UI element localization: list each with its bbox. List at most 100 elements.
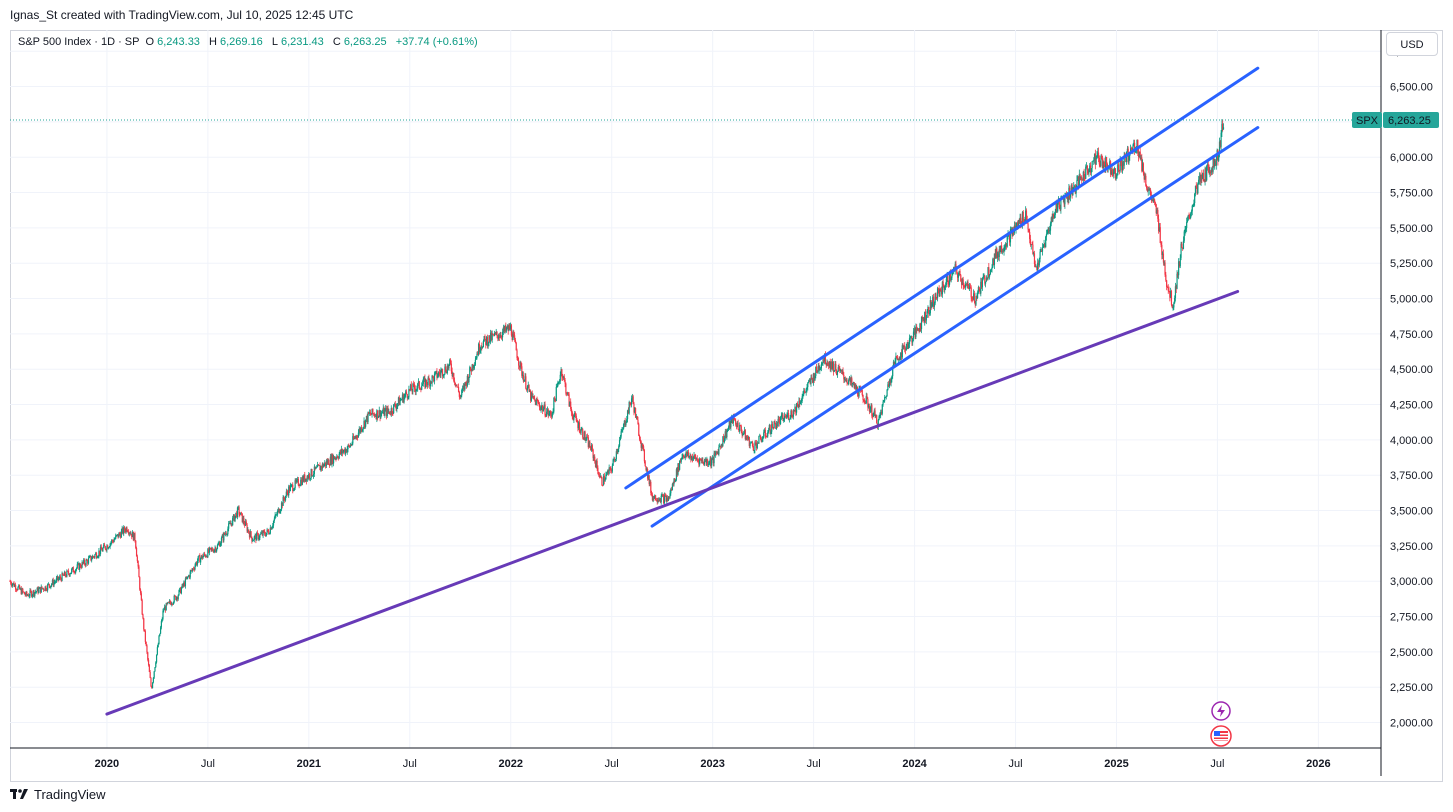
candle-body <box>355 435 357 438</box>
candle-body <box>161 618 163 622</box>
candle-body <box>562 377 564 378</box>
candle-body <box>628 401 630 414</box>
candle-body <box>884 397 887 398</box>
chart-frame[interactable] <box>10 30 1443 782</box>
currency-selector[interactable]: USD <box>1386 32 1438 56</box>
candle-body <box>1198 179 1200 184</box>
candle-body <box>1005 243 1007 247</box>
candle-body <box>923 318 925 322</box>
candle-body <box>524 376 526 380</box>
candle-body <box>707 459 709 465</box>
candle-body <box>501 336 503 338</box>
candle-body <box>667 496 670 501</box>
candle-body <box>254 534 256 537</box>
candle-body <box>214 547 216 550</box>
candle-body <box>1096 155 1098 157</box>
lightning-icon[interactable] <box>1211 701 1231 721</box>
candle-body <box>275 514 277 516</box>
trendline-channel-lower[interactable] <box>650 126 1260 528</box>
candle-body <box>1050 217 1052 224</box>
candle-body <box>81 562 83 568</box>
candle-body <box>529 391 531 392</box>
candle-body <box>709 458 711 464</box>
candle-body <box>304 474 306 482</box>
candle-body <box>52 579 54 586</box>
candle-body <box>997 253 1000 258</box>
candle-body <box>1025 210 1028 221</box>
candle-body <box>405 391 407 395</box>
candle-body <box>939 289 941 296</box>
symbol-name[interactable]: S&P 500 Index · 1D · SP <box>18 36 140 48</box>
candle-body <box>34 592 36 596</box>
candle-body <box>968 287 971 290</box>
candle-body <box>906 343 908 347</box>
candle-body <box>1158 227 1161 232</box>
us-flag-icon[interactable] <box>1210 725 1232 747</box>
candle-body <box>995 248 997 259</box>
candle-body <box>718 447 720 455</box>
candle-body <box>150 677 152 687</box>
candle-body <box>203 553 205 557</box>
candle-body <box>735 420 737 425</box>
candle-body <box>127 531 130 534</box>
candle-body <box>681 456 683 459</box>
candle-body <box>162 610 164 619</box>
candle-body <box>18 585 20 587</box>
candle-body <box>1154 199 1156 203</box>
candle-body <box>771 424 773 432</box>
candle-body <box>276 514 278 516</box>
candle-body <box>479 350 481 352</box>
time-tick-label: 2025 <box>1104 758 1128 770</box>
candle-body <box>684 454 686 459</box>
candle-body <box>95 553 97 555</box>
candle-body <box>707 464 710 465</box>
candle-body <box>72 567 74 573</box>
candle-body <box>487 343 489 347</box>
candle-body <box>546 411 548 416</box>
candle-body <box>19 585 21 590</box>
candle-body <box>172 603 174 605</box>
candle-body <box>928 307 930 314</box>
candle-body <box>251 536 253 542</box>
candle-body <box>980 281 982 294</box>
candle-body <box>872 412 875 417</box>
candle-body <box>147 652 149 660</box>
time-tick-label: Jul <box>403 758 417 770</box>
candle-body <box>870 405 872 410</box>
candle-body <box>638 424 640 436</box>
candle-body <box>840 369 842 371</box>
candle-body <box>904 345 906 349</box>
price-axis[interactable]: 6,750.006,500.006,250.006,000.005,750.00… <box>1390 46 1433 729</box>
candle-body <box>780 415 782 418</box>
candle-body <box>602 475 605 486</box>
trendline-channel-upper[interactable] <box>624 66 1260 490</box>
candle-body <box>641 444 643 448</box>
candle-body <box>781 414 783 416</box>
candle-body <box>1205 168 1207 181</box>
top-bar: Ignas_St created with TradingView.com, J… <box>0 0 1453 30</box>
candle-body <box>779 419 781 425</box>
candle-body <box>788 418 790 420</box>
candle-body <box>751 441 754 446</box>
candle-body <box>685 451 687 455</box>
footer-brand[interactable]: TradingView <box>10 787 106 802</box>
candle-body <box>717 451 719 455</box>
candle-body <box>1109 161 1112 175</box>
candle-body <box>184 582 186 587</box>
candle-body <box>715 452 717 455</box>
trendline-support[interactable] <box>105 289 1240 716</box>
time-axis[interactable]: 2020 Jul 2021 Jul 2022 Jul 2023 Jul 2024 Jul 2025 J… <box>95 758 1331 770</box>
candle-body <box>1114 168 1116 179</box>
symbol-legend[interactable]: S&P 500 Index · 1D · SP O 6,243.33 H 6,269… <box>18 36 481 48</box>
candle-body <box>770 431 772 434</box>
candle-body <box>496 331 498 336</box>
trendlines[interactable] <box>105 66 1260 716</box>
candle-body <box>940 289 942 291</box>
candle-body <box>1122 163 1124 166</box>
candle-body <box>229 523 231 525</box>
candle-body <box>285 491 287 497</box>
candle-body <box>957 274 959 278</box>
candle-body <box>891 376 893 380</box>
candle-body <box>972 293 975 300</box>
